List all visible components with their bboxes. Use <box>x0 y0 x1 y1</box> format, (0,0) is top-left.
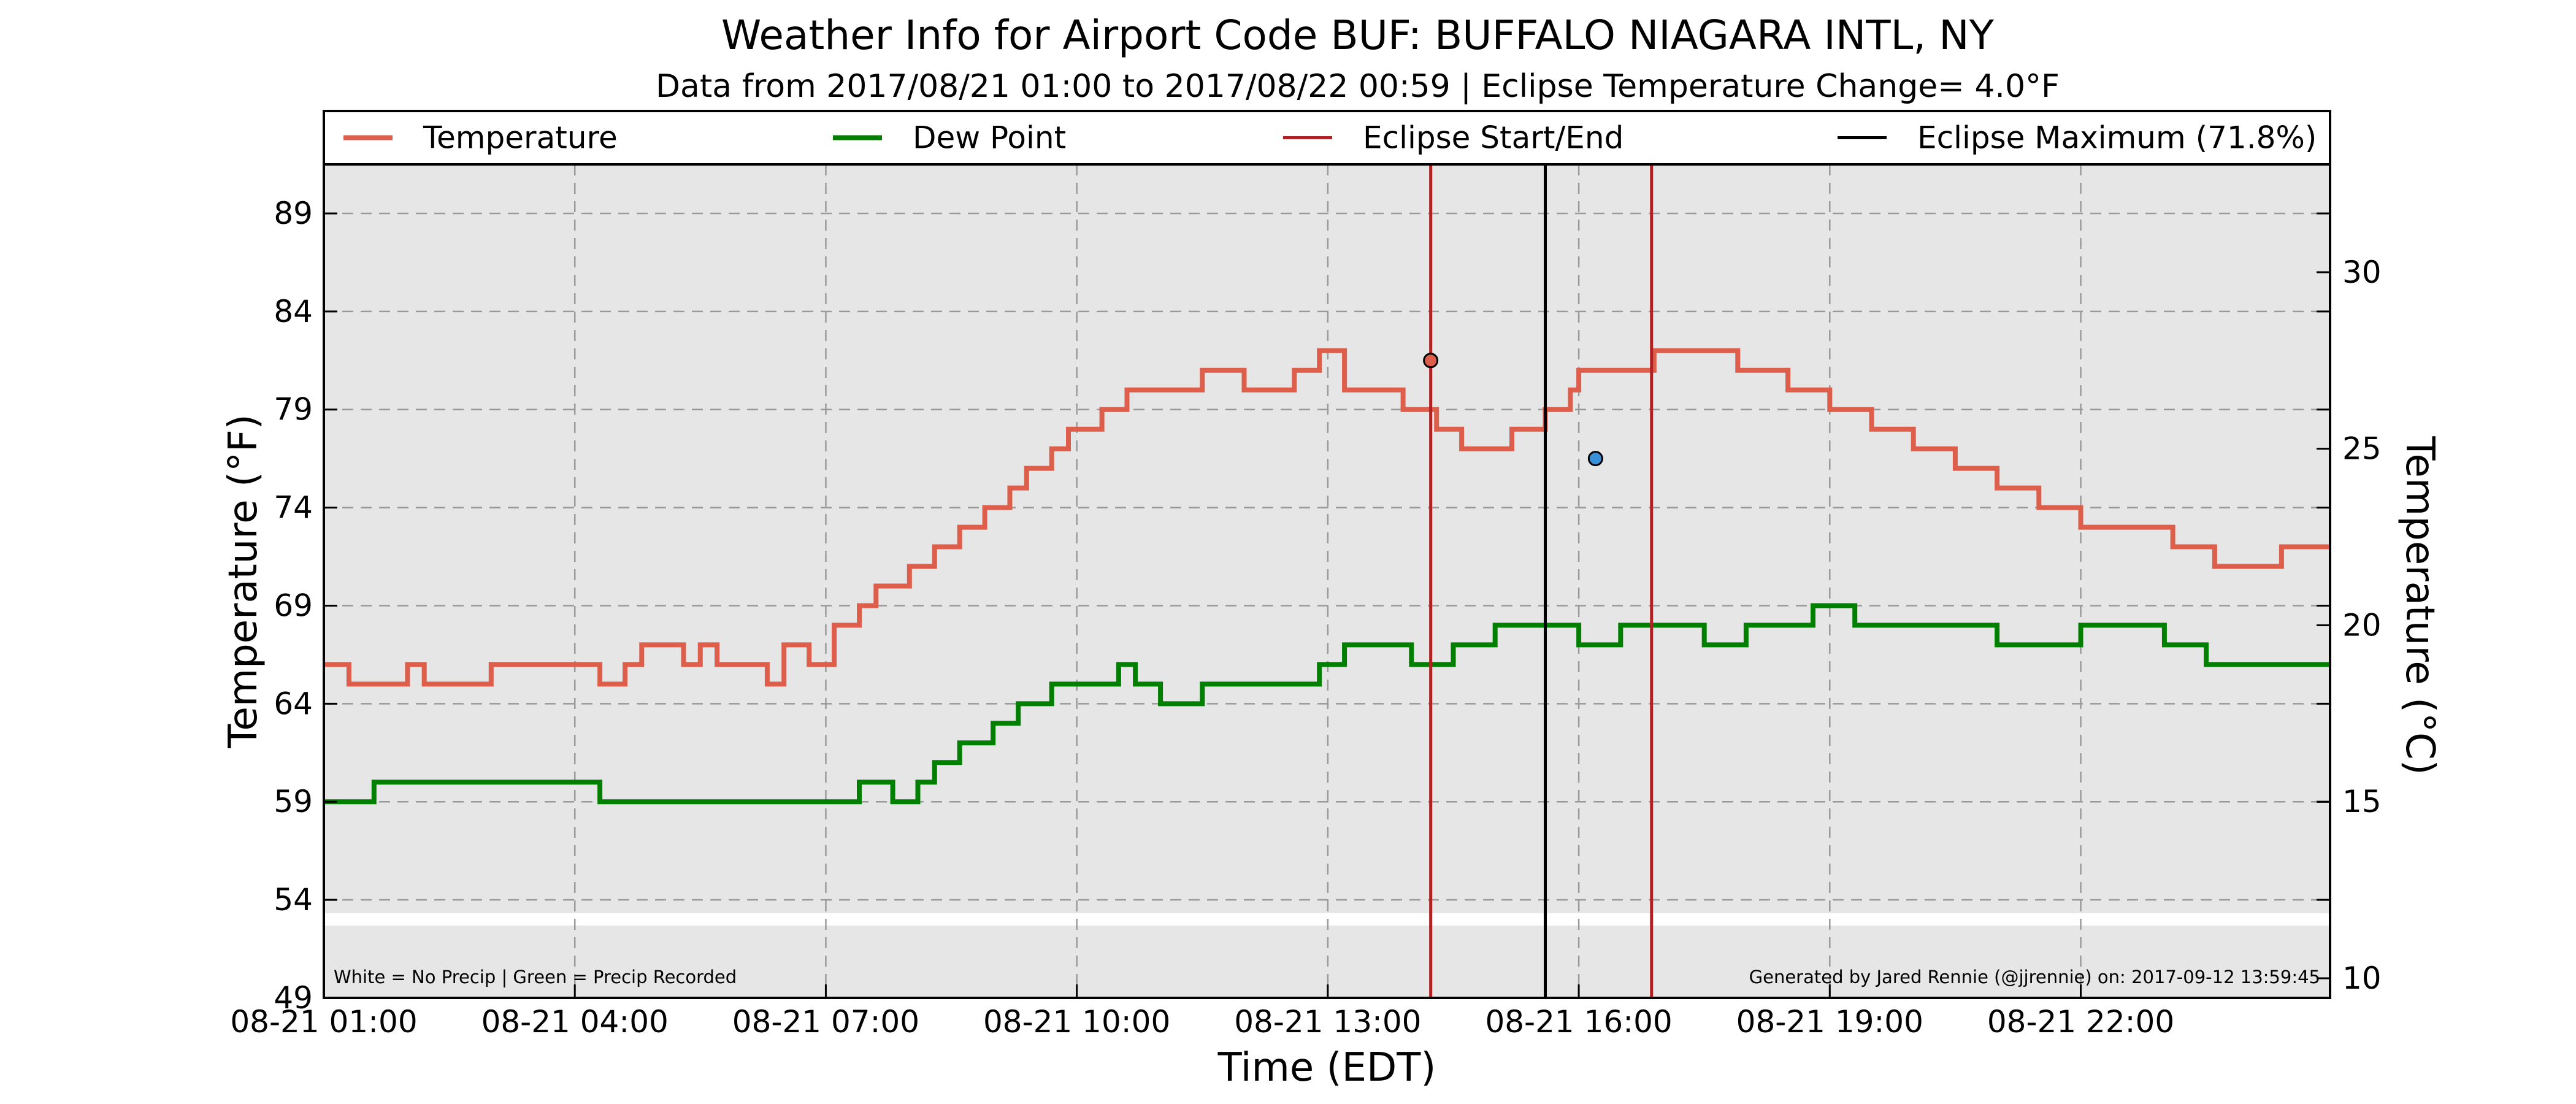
x-tick-label: 08-21 01:00 <box>230 1004 417 1040</box>
credit-note: Generated by Jared Rennie (@jjrennie) on… <box>1749 967 2320 987</box>
legend-eclipse-start-end-label: Eclipse Start/End <box>1363 120 1623 156</box>
left-tick-label: 89 <box>274 196 313 231</box>
x-tick-label: 08-21 10:00 <box>983 1004 1170 1040</box>
right-tick-label: 10 <box>2342 960 2382 996</box>
x-axis-label: Time (EDT) <box>1217 1045 1436 1091</box>
left-tick-label: 49 <box>274 980 313 1016</box>
legend-eclipse-maximum-label: Eclipse Maximum (71.8%) <box>1917 120 2317 156</box>
right-tick-label: 25 <box>2342 431 2382 467</box>
x-tick-label: 08-21 04:00 <box>481 1004 669 1040</box>
temperature-series-line <box>324 348 2330 687</box>
x-tick-label: 08-21 19:00 <box>1736 1004 1923 1040</box>
legend-temperature-label: Temperature <box>423 120 618 156</box>
x-tick-label: 08-21 16:00 <box>1485 1004 1672 1040</box>
left-tick-label: 64 <box>274 686 313 721</box>
right-y-axis-label: Temperature (°C) <box>2397 435 2442 775</box>
right-tick-label: 15 <box>2342 784 2382 819</box>
left-y-axis-label: Temperature (°F) <box>221 414 266 749</box>
plot-background <box>324 164 2330 998</box>
x-tick-label: 08-21 22:00 <box>1987 1004 2174 1040</box>
left-tick-label: 79 <box>274 392 313 427</box>
left-tick-label: 59 <box>274 784 313 819</box>
precip-band <box>324 913 2330 926</box>
left-tick-label: 69 <box>274 588 313 623</box>
right-tick-label: 20 <box>2342 607 2382 643</box>
legend-dew-point-label: Dew Point <box>913 120 1066 156</box>
precip-note: White = No Precip | Green = Precip Recor… <box>334 967 737 987</box>
left-tick-label: 74 <box>274 490 313 526</box>
chart-title: Weather Info for Airport Code BUF: BUFFA… <box>721 12 1995 59</box>
left-tick-label: 54 <box>274 882 313 918</box>
left-tick-label: 84 <box>274 294 313 329</box>
dewpoint-series-line <box>324 603 2330 805</box>
chart-subtitle: Data from 2017/08/21 01:00 to 2017/08/22… <box>656 68 2060 105</box>
x-tick-label: 08-21 07:00 <box>732 1004 919 1040</box>
x-tick-label: 08-21 13:00 <box>1234 1004 1421 1040</box>
eclipse-min-temp-marker <box>1587 451 1603 467</box>
right-tick-label: 30 <box>2342 255 2382 290</box>
eclipse-start-temp-marker <box>1423 353 1439 369</box>
